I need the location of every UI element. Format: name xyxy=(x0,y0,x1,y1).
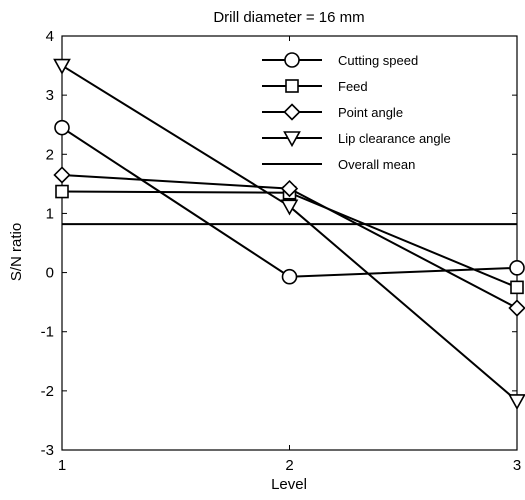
x-axis-label: Level xyxy=(271,476,307,493)
legend-label-overall-mean: Overall mean xyxy=(338,157,415,172)
y-tick-label: 2 xyxy=(46,146,54,163)
x-tick-label: 1 xyxy=(58,457,66,474)
legend-label-cutting-speed: Cutting speed xyxy=(338,53,418,68)
data-point-feed xyxy=(510,280,524,295)
data-point-cutting-speed xyxy=(54,119,70,136)
y-axis-label: S/N ratio xyxy=(8,223,25,281)
data-point-lip-clearance-angle xyxy=(53,58,71,75)
legend-marker-point-angle xyxy=(283,103,301,121)
data-point-feed xyxy=(55,184,69,199)
legend-label-lip-clearance-angle: Lip clearance angle xyxy=(338,131,451,146)
y-tick-label: 4 xyxy=(46,28,54,45)
y-tick-label: 3 xyxy=(46,87,54,104)
legend-marker-cutting-speed xyxy=(284,52,300,68)
legend-marker-lip-clearance-angle xyxy=(283,131,301,148)
y-tick-label: -3 xyxy=(41,442,54,459)
plot-area: 1 2 3 -3 -2 -1 0 1 2 3 4 xyxy=(41,28,525,474)
data-point-cutting-speed xyxy=(509,260,525,276)
y-tick-label: -1 xyxy=(41,324,54,341)
plot-frame xyxy=(61,35,518,451)
legend-label-point-angle: Point angle xyxy=(338,105,403,120)
x-tick-label: 2 xyxy=(285,457,293,474)
chart-title: Drill diameter = 16 mm xyxy=(213,9,364,26)
legend-label-feed: Feed xyxy=(338,79,368,94)
data-point-lip-clearance-angle xyxy=(508,394,525,411)
legend: Cutting speed Feed Point angle Lip clearanc… xyxy=(262,52,451,172)
x-tick-label: 3 xyxy=(513,457,521,474)
data-point-lip-clearance-angle xyxy=(280,199,299,216)
data-point-point-angle xyxy=(508,299,525,317)
data-point-point-angle xyxy=(53,166,71,184)
y-tick-label: 0 xyxy=(46,265,54,282)
data-point-cutting-speed xyxy=(281,268,298,285)
data-point-point-angle xyxy=(280,179,299,198)
y-tick-label: 1 xyxy=(46,205,54,222)
legend-marker-feed xyxy=(285,79,299,93)
y-tick-label: -2 xyxy=(41,383,54,400)
